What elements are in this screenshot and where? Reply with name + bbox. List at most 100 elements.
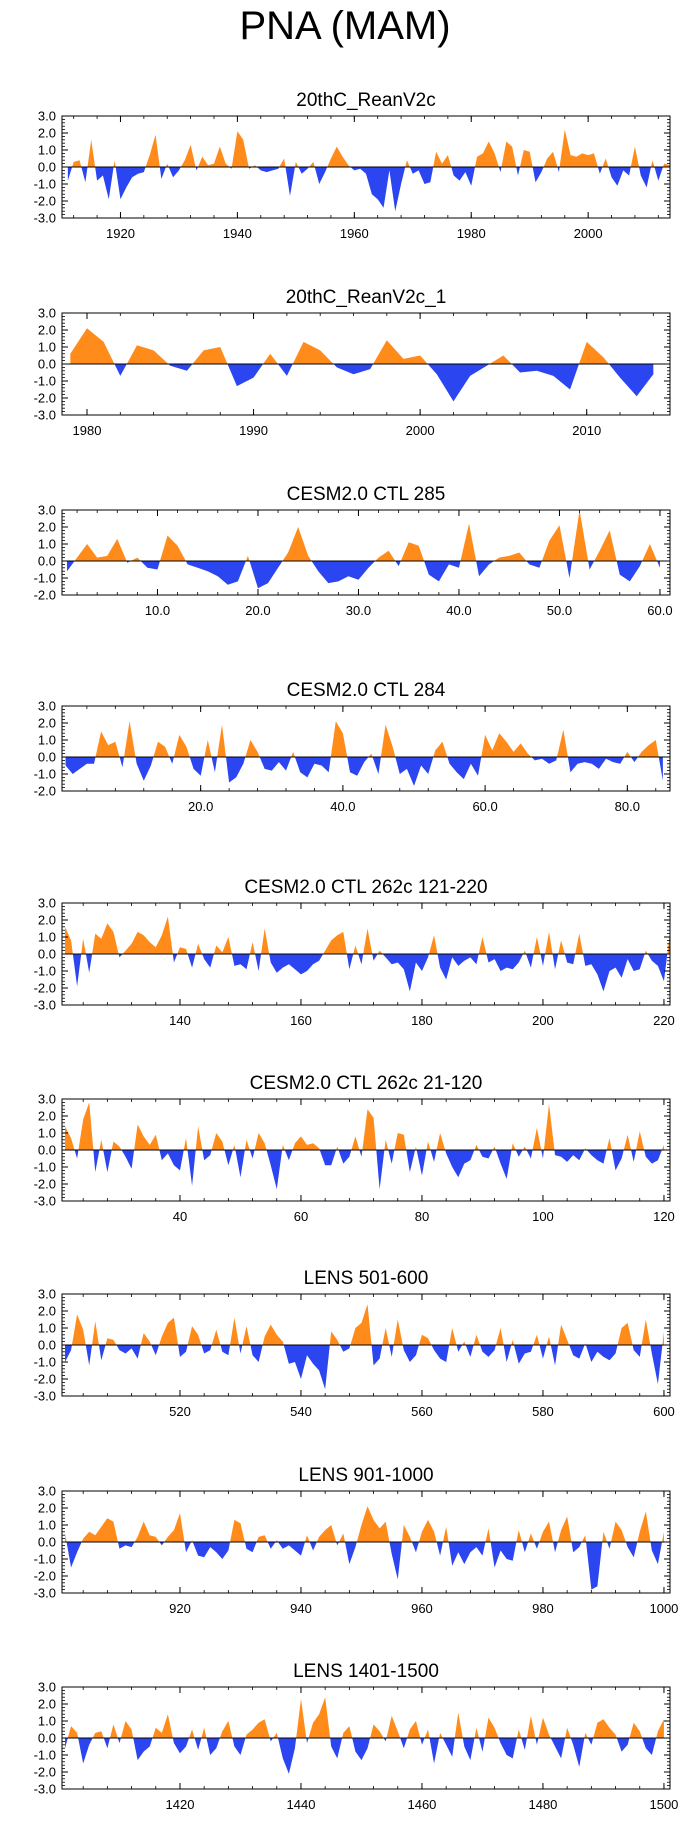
- x-tick-label: 1980: [73, 423, 102, 438]
- y-tick-label: -2.0: [34, 1177, 56, 1192]
- x-tick-label: 2000: [406, 423, 435, 438]
- y-tick-label: -1.0: [34, 964, 56, 979]
- chart-title: LENS 501-600: [304, 1268, 429, 1289]
- positive-area: [543, 1104, 555, 1150]
- positive-area: [140, 1333, 152, 1345]
- chart-title: LENS 901-1000: [298, 1465, 433, 1486]
- chart-title: CESM2.0 CTL 285: [287, 484, 446, 505]
- positive-area: [245, 555, 250, 561]
- negative-area: [350, 167, 406, 212]
- positive-area: [377, 950, 383, 954]
- negative-area: [447, 757, 482, 780]
- positive-area: [183, 1138, 188, 1150]
- negative-area: [309, 1542, 317, 1551]
- positive-area: [575, 933, 584, 954]
- negative-area: [587, 1738, 594, 1745]
- positive-area: [180, 144, 196, 167]
- negative-area: [436, 1542, 443, 1556]
- negative-area: [359, 1150, 363, 1157]
- negative-area: [81, 167, 88, 183]
- chart-panel-2: 20thC_ReanV2c_1 3.0 2.0 1.0 0.0 -1.0 -2.0 -3.0 1…: [34, 287, 671, 438]
- positive-area: [294, 161, 299, 167]
- negative-area: [187, 954, 196, 968]
- positive-area: [384, 1139, 389, 1150]
- y-tick-label: 0.0: [38, 357, 56, 372]
- positive-area: [606, 1138, 612, 1150]
- positive-area: [572, 510, 589, 561]
- positive-area: [418, 1334, 432, 1345]
- negative-area: [232, 1738, 246, 1755]
- negative-area: [220, 1345, 231, 1356]
- positive-area: [532, 1127, 542, 1150]
- positive-area: [380, 724, 396, 757]
- x-tick-label: 1000: [649, 1601, 678, 1616]
- y-tick-label: 2.0: [38, 1697, 56, 1712]
- negative-area: [358, 954, 364, 965]
- negative-area: [608, 364, 654, 397]
- x-tick-label: 540: [290, 1404, 312, 1419]
- negative-area: [277, 1738, 297, 1774]
- negative-area: [269, 1738, 274, 1742]
- y-tick-label: -1.0: [34, 1355, 56, 1370]
- positive-area: [105, 1338, 117, 1345]
- y-tick-label: 0.0: [38, 1535, 56, 1550]
- negative-area: [135, 757, 154, 781]
- x-tick-label: 60.0: [647, 603, 672, 618]
- positive-area: [122, 916, 173, 954]
- negative-area: [319, 1150, 337, 1166]
- negative-area: [133, 1738, 153, 1761]
- negative-area: [184, 1542, 192, 1553]
- x-tick-label: 2000: [574, 226, 603, 241]
- positive-area: [602, 1531, 608, 1542]
- negative-area: [159, 1542, 165, 1546]
- negative-area: [346, 954, 354, 970]
- positive-area: [192, 347, 228, 364]
- positive-area: [460, 523, 477, 561]
- x-tick-label: 140: [169, 1013, 191, 1028]
- plot-frame: [61, 705, 671, 792]
- negative-area: [206, 1738, 220, 1755]
- negative-area: [647, 954, 668, 982]
- positive-area: [159, 535, 186, 561]
- positive-area: [316, 1525, 337, 1542]
- y-tick-label: 1.0: [38, 1126, 56, 1141]
- y-tick-label: -3.0: [34, 1586, 56, 1601]
- positive-area: [436, 1133, 446, 1150]
- positive-area: [273, 1732, 278, 1738]
- positive-area: [363, 928, 373, 954]
- negative-area: [192, 1542, 231, 1559]
- negative-area: [376, 1150, 385, 1190]
- y-tick-label: -1.0: [34, 571, 56, 586]
- positive-area: [642, 544, 658, 561]
- positive-area: [511, 1143, 516, 1150]
- positive-area: [400, 542, 425, 561]
- negative-area: [298, 167, 309, 174]
- positive-area: [541, 525, 567, 561]
- y-tick-label: 1.0: [38, 537, 56, 552]
- y-tick-label: -3.0: [34, 1389, 56, 1404]
- negative-area: [608, 167, 631, 186]
- positive-area: [211, 1329, 221, 1345]
- negative-area: [462, 1738, 475, 1761]
- chart-title: LENS 1401-1500: [293, 1661, 439, 1682]
- positive-area: [342, 1726, 353, 1738]
- negative-area: [631, 1150, 637, 1162]
- negative-area: [495, 1150, 512, 1179]
- negative-area: [116, 1345, 141, 1359]
- x-tick-label: 160: [290, 1013, 312, 1028]
- y-tick-label: 0.0: [38, 750, 56, 765]
- positive-area: [87, 139, 96, 167]
- y-tick-label: 0.0: [38, 1143, 56, 1158]
- positive-area: [629, 1722, 643, 1738]
- negative-area: [395, 757, 434, 786]
- positive-area: [282, 527, 312, 561]
- positive-area: [526, 1715, 536, 1738]
- y-tick-label: 2.0: [38, 716, 56, 731]
- positive-area: [539, 1521, 554, 1542]
- y-tick-label: 0.0: [38, 947, 56, 962]
- positive-area: [638, 740, 659, 757]
- negative-area: [235, 1150, 245, 1178]
- positive-area: [111, 1141, 122, 1150]
- negative-area: [611, 1150, 624, 1171]
